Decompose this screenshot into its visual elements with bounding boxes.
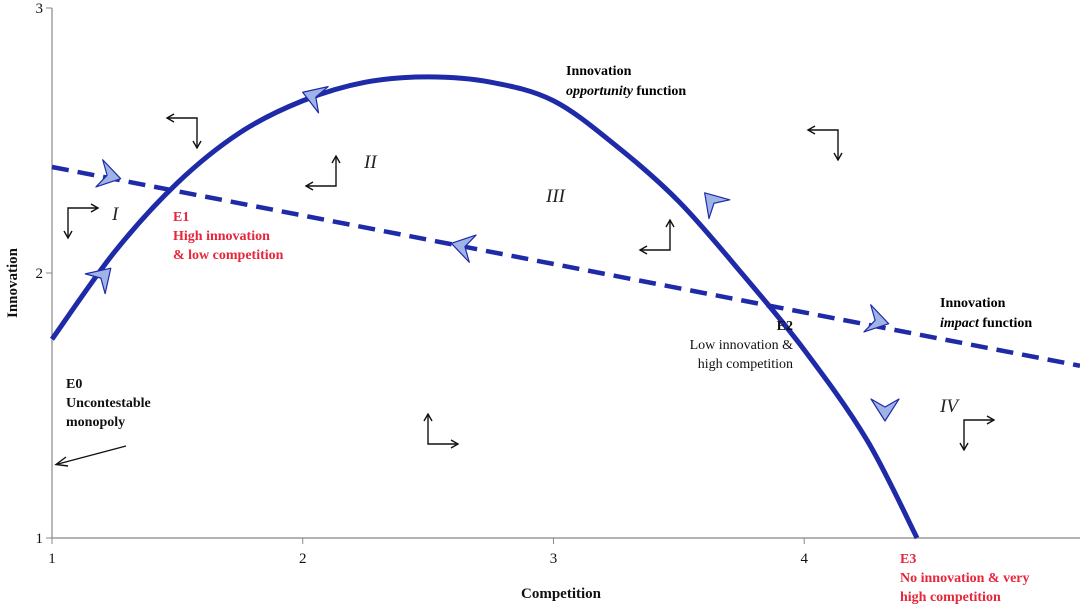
vector-head [165, 113, 175, 123]
series-label-run: opportunity [566, 84, 634, 99]
chevron-marker [95, 159, 122, 188]
series-label-run: impact [940, 316, 980, 331]
region-label: I [111, 204, 120, 225]
series-label-line: Innovation [940, 296, 1006, 311]
series-label-line: impact function [940, 316, 1032, 331]
chevron-marker [870, 398, 900, 422]
series-label-line: Innovation [566, 64, 632, 79]
series-label-run: function [979, 316, 1033, 331]
series-label-run: Innovation [566, 64, 632, 79]
series-layer [49, 74, 1080, 540]
series-label-run: Innovation [940, 296, 1006, 311]
chevron-marker [302, 86, 329, 114]
opportunity-function-label: Innovation opportunity function [566, 64, 686, 99]
series-label-run: function [633, 84, 687, 99]
y-tick-label: 3 [36, 1, 44, 17]
equilibrium-label-line: E3 [900, 552, 916, 567]
vector-head [833, 152, 843, 162]
vector-field [63, 113, 996, 452]
equilibrium-label-line: high competition [900, 590, 1001, 605]
equilibrium-label-line: Uncontestable [66, 396, 151, 411]
chevron-marker [84, 267, 112, 295]
region-label: IV [939, 396, 960, 417]
axes: 1 2 3 4 1 2 3 Competition Innovation [5, 1, 1080, 602]
vector-indicator [306, 156, 337, 187]
impact-dashed-line [51, 164, 1080, 368]
series-label-line: opportunity function [566, 84, 686, 99]
y-tick-label: 1 [36, 531, 44, 547]
x-tick-label: 2 [299, 551, 307, 567]
x-tick-label: 4 [800, 551, 808, 567]
vector-head [90, 203, 100, 213]
equilibrium-label-line: High innovation [173, 229, 270, 244]
impact-function-label: Innovation impact function [940, 296, 1032, 331]
equilibrium-label-line: monopoly [66, 415, 125, 430]
vector-indicator [808, 129, 839, 160]
equilibrium-label-line: No innovation & very [900, 571, 1030, 586]
y-tick-label: 2 [36, 266, 44, 282]
vector-head [450, 439, 460, 449]
opportunity-curve [49, 74, 920, 540]
vector-head [423, 412, 433, 422]
vector-head [638, 245, 648, 255]
chevron-marker [863, 304, 890, 333]
chevron-marker [704, 192, 731, 220]
chevron-marker [450, 234, 477, 263]
e3-annotation: E3 No innovation & very high competition [900, 552, 1030, 605]
x-axis-label: Competition [521, 586, 602, 602]
vector-indicator [167, 117, 198, 148]
vector-head [331, 154, 341, 164]
chevron-markers [84, 86, 900, 422]
equilibrium-label-line: E1 [173, 210, 189, 225]
y-axis-label: Innovation [5, 247, 21, 318]
vector-head [63, 230, 73, 240]
vector-indicator [67, 207, 98, 238]
vector-head [665, 218, 675, 228]
e0-pointer-head [54, 456, 69, 467]
e2-annotation: E2 Low innovation & high competition [690, 319, 794, 372]
vector-head [192, 140, 202, 150]
e0-pointer-arrow [57, 445, 127, 465]
vector-head [304, 181, 314, 191]
vector-head [806, 125, 816, 135]
vector-indicator [963, 419, 994, 450]
equilibrium-label-line: Low innovation & [690, 338, 794, 353]
vector-indicator [427, 414, 458, 445]
e0-annotation: E0 Uncontestable monopoly [66, 377, 151, 430]
x-tick-label: 1 [48, 551, 56, 567]
equilibrium-label-line: E0 [66, 377, 82, 392]
e1-annotation: E1 High innovation & low competition [173, 210, 284, 263]
equilibrium-label-line: high competition [698, 357, 793, 372]
vector-head [959, 442, 969, 452]
region-label: III [545, 186, 567, 207]
x-tick-label: 3 [550, 551, 558, 567]
region-label: II [363, 152, 378, 173]
vector-indicator [640, 220, 671, 251]
vector-head [986, 415, 996, 425]
equilibrium-label-line: E2 [777, 319, 793, 334]
equilibrium-label-line: & low competition [173, 248, 284, 263]
